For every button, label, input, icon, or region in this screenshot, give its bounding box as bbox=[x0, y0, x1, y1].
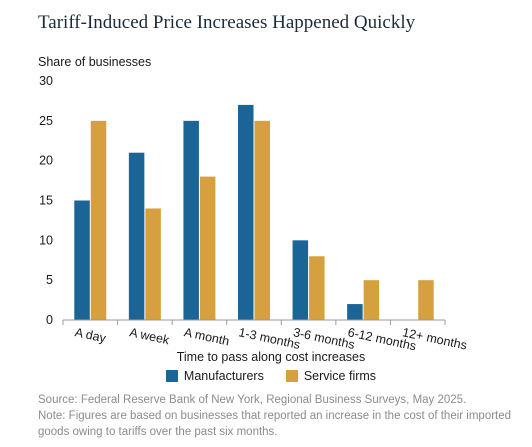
source-line: Source: Federal Reserve Bank of New York… bbox=[38, 394, 467, 406]
note-line-1: Note: Figures are based on businesses th… bbox=[38, 410, 512, 422]
y-tick-label: 10 bbox=[39, 233, 53, 247]
x-tick-label: A day bbox=[74, 325, 108, 345]
bar-manufacturers bbox=[128, 152, 145, 320]
y-tick-label: 5 bbox=[46, 273, 53, 287]
y-tick-label: 0 bbox=[46, 313, 53, 327]
y-axis-ticks: 0 5 10 15 20 25 30 bbox=[39, 74, 53, 327]
y-tick-label: 25 bbox=[39, 114, 53, 128]
bar-service-firms bbox=[254, 120, 270, 320]
source-note: Source: Federal Reserve Bank of New York… bbox=[38, 392, 518, 440]
bars-group bbox=[74, 104, 434, 321]
y-tick-label: 20 bbox=[39, 154, 53, 168]
bar-service-firms bbox=[363, 280, 380, 320]
bar-service-firms bbox=[145, 208, 161, 320]
legend-label-service-firms: Service firms bbox=[303, 369, 377, 383]
bar-service-firms bbox=[309, 256, 325, 320]
bar-manufacturers bbox=[183, 120, 199, 320]
legend-item-manufacturers: Manufacturers bbox=[165, 369, 264, 383]
bar-manufacturers bbox=[292, 240, 309, 320]
legend-item-service-firms: Service firms bbox=[285, 369, 377, 383]
y-axis-label: Share of businesses bbox=[38, 55, 152, 69]
legend-swatch-service-firms bbox=[285, 370, 298, 382]
chart-title: Tariff-Induced Price Increases Happened … bbox=[38, 12, 416, 33]
x-tick-label: A week bbox=[128, 325, 171, 347]
bar-service-firms bbox=[418, 280, 434, 320]
bar-service-firms bbox=[90, 120, 107, 320]
legend: Manufacturers Service firms bbox=[0, 369, 532, 383]
note-line-2: goods owing to tariffs over the past six… bbox=[38, 426, 278, 438]
legend-label-manufacturers: Manufacturers bbox=[183, 369, 264, 383]
y-tick-label: 30 bbox=[39, 74, 53, 88]
legend-swatch-manufacturers bbox=[165, 370, 178, 382]
y-tick-label: 15 bbox=[39, 194, 53, 208]
bar-manufacturers bbox=[238, 104, 254, 321]
bar-manufacturers bbox=[74, 200, 90, 320]
bar-service-firms bbox=[199, 176, 216, 320]
x-axis-label: Time to pass along cost increases bbox=[176, 350, 366, 364]
bar-manufacturers bbox=[347, 304, 363, 320]
x-tick-label: A month bbox=[183, 325, 231, 348]
